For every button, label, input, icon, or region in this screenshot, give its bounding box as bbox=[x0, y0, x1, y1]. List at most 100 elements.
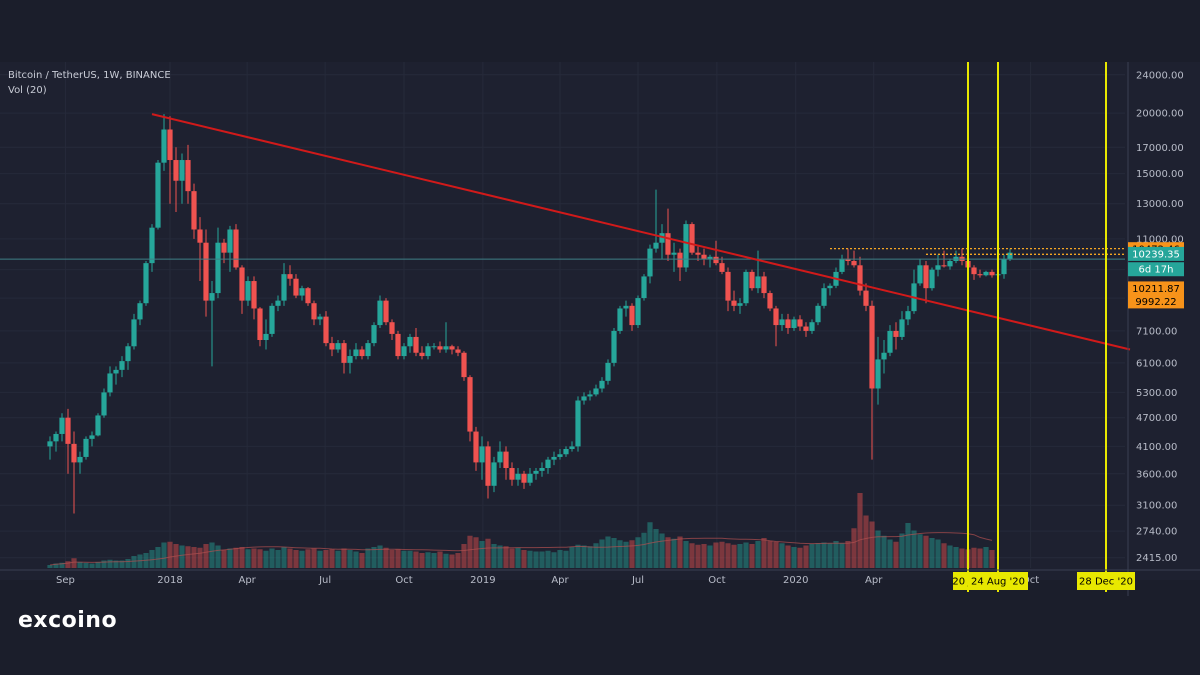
y-tick-label: 24000.00 bbox=[1136, 70, 1184, 81]
candle-body bbox=[791, 319, 797, 328]
volume-bar bbox=[779, 543, 785, 568]
volume-bar bbox=[587, 546, 593, 568]
brand-logo: excoino bbox=[18, 608, 118, 633]
x-tick-label: 2018 bbox=[157, 575, 182, 586]
volume-bar bbox=[941, 543, 947, 568]
candle-body bbox=[479, 446, 485, 463]
candle-body bbox=[569, 446, 575, 449]
x-tick-label: Apr bbox=[551, 575, 569, 586]
candle-body bbox=[617, 308, 623, 331]
volume-bar bbox=[923, 535, 929, 568]
volume-bar bbox=[329, 549, 335, 568]
volume-bar bbox=[305, 549, 311, 568]
volume-bar bbox=[629, 540, 635, 568]
candle-body bbox=[317, 316, 323, 320]
candle-body bbox=[389, 322, 395, 334]
volume-bar bbox=[761, 538, 767, 568]
candle-body bbox=[737, 303, 743, 306]
volume-bar bbox=[887, 539, 893, 568]
volume-bar bbox=[335, 550, 341, 568]
candle-body bbox=[419, 352, 425, 357]
volume-bar bbox=[95, 562, 101, 568]
candle-body bbox=[1007, 252, 1013, 259]
volume-bar bbox=[47, 565, 53, 568]
candle-body bbox=[677, 252, 683, 268]
candle-body bbox=[857, 265, 863, 291]
candle-body bbox=[113, 369, 119, 374]
volume-bar bbox=[863, 515, 869, 568]
volume-bar bbox=[311, 548, 317, 568]
candle-body bbox=[803, 326, 809, 331]
candle-body bbox=[215, 242, 221, 294]
volume-bar bbox=[365, 548, 371, 568]
candle-body bbox=[347, 356, 353, 363]
volume-bar bbox=[605, 536, 611, 568]
candle-body bbox=[473, 431, 479, 463]
candle-body bbox=[665, 233, 671, 255]
volume-bar bbox=[569, 547, 575, 568]
volume-bar bbox=[539, 551, 545, 568]
volume-bar bbox=[65, 561, 71, 568]
volume-bar bbox=[101, 560, 107, 568]
volume-bar bbox=[785, 545, 791, 568]
candle-body bbox=[629, 305, 635, 326]
volume-bar bbox=[521, 550, 527, 568]
volume-bar bbox=[275, 550, 281, 568]
volume-bar bbox=[59, 562, 65, 568]
date-label-box bbox=[1077, 572, 1135, 590]
y-tick-label: 15000.00 bbox=[1136, 169, 1184, 180]
volume-bar bbox=[209, 542, 215, 568]
volume-bar bbox=[491, 544, 497, 568]
candle-body bbox=[467, 377, 473, 432]
candle-body bbox=[359, 349, 365, 357]
volume-bar bbox=[203, 544, 209, 568]
candle-body bbox=[623, 305, 629, 309]
x-tick-label: 2019 bbox=[470, 575, 495, 586]
candle-body bbox=[263, 333, 269, 341]
volume-bar bbox=[929, 538, 935, 568]
candle-body bbox=[593, 388, 599, 395]
volume-bar bbox=[449, 554, 455, 568]
candle-body bbox=[377, 300, 383, 326]
volume-bar bbox=[653, 529, 659, 568]
candle-body bbox=[899, 319, 905, 337]
volume-bar bbox=[155, 547, 161, 568]
volume-bar bbox=[107, 559, 113, 568]
volume-bar bbox=[407, 550, 413, 568]
volume-bar bbox=[857, 493, 863, 568]
volume-bar bbox=[317, 550, 323, 568]
candle-body bbox=[701, 254, 707, 259]
chart-title: Bitcoin / TetherUS, 1W, BINANCE bbox=[8, 70, 171, 81]
candle-body bbox=[743, 271, 749, 304]
date-label-text: 24 Aug '20 bbox=[971, 577, 1025, 588]
volume-bar bbox=[683, 541, 689, 568]
candle-body bbox=[191, 191, 197, 230]
overlays bbox=[0, 62, 1131, 592]
y-tick-label: 4100.00 bbox=[1136, 442, 1177, 453]
candle-body bbox=[401, 346, 407, 357]
candle-body bbox=[239, 267, 245, 301]
candle-body bbox=[875, 359, 881, 389]
candle-body bbox=[695, 252, 701, 255]
price-axis: 24000.00 20000.00 17000.00 15000.00 13000.00… bbox=[1127, 62, 1184, 596]
volume-bar bbox=[977, 548, 983, 568]
volume-bar bbox=[191, 547, 197, 568]
candle-body bbox=[125, 346, 131, 362]
volume-bar bbox=[671, 538, 677, 568]
candle-body bbox=[713, 256, 719, 264]
candle-body bbox=[245, 281, 251, 301]
volume-bar bbox=[437, 551, 443, 568]
candle-body bbox=[725, 271, 731, 301]
date-label-box bbox=[968, 572, 1028, 590]
volume-bar bbox=[551, 552, 557, 568]
candle-body bbox=[539, 468, 545, 471]
volume-bar bbox=[497, 545, 503, 568]
candle-body bbox=[95, 415, 101, 436]
volume-bar bbox=[869, 521, 875, 568]
volume-bar bbox=[281, 547, 287, 568]
volume-bar bbox=[215, 545, 221, 568]
candle-body bbox=[179, 160, 185, 181]
candle-body bbox=[461, 352, 467, 378]
